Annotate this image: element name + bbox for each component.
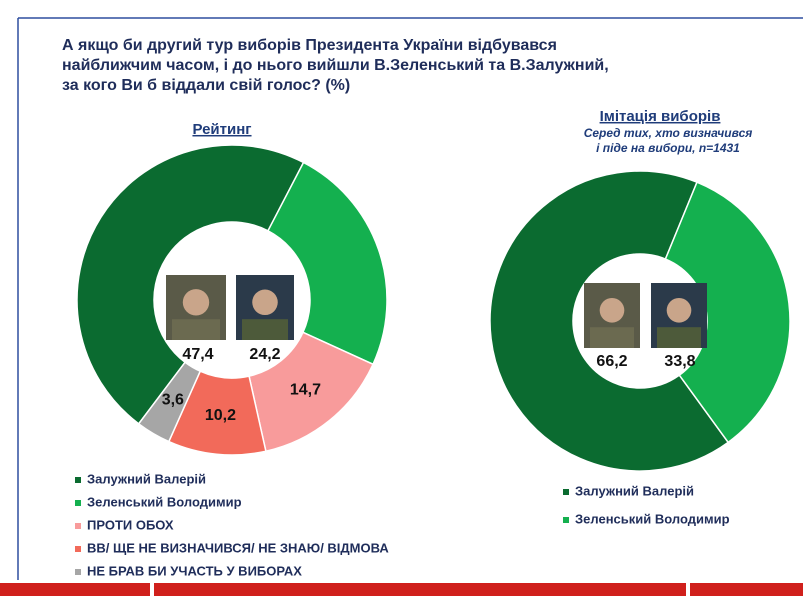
value-label: 47,4 bbox=[182, 346, 213, 363]
slide-title: найближчим часом, і до нього вийшли В.Зе… bbox=[62, 57, 609, 74]
legend-swatch bbox=[75, 500, 81, 506]
photo-uniform bbox=[172, 319, 220, 340]
slide-title: за кого Ви б віддали свій голос? (%) bbox=[62, 77, 350, 94]
photo-face bbox=[252, 289, 278, 316]
legend-swatch bbox=[75, 546, 81, 552]
chart-subtitle: Серед тих, хто визначився bbox=[584, 126, 753, 140]
photo-uniform bbox=[657, 327, 701, 348]
legend-label: НЕ БРАВ БИ УЧАСТЬ У ВИБОРАХ bbox=[87, 563, 302, 578]
legend-swatch bbox=[75, 477, 81, 483]
legend-label: ПРОТИ ОБОХ bbox=[87, 517, 174, 532]
chart-title: Імітація виборів bbox=[600, 108, 721, 125]
legend-label: Зеленський Володимир bbox=[575, 511, 730, 526]
legend-label: Зеленський Володимир bbox=[87, 494, 242, 509]
value-label: 66,2 bbox=[596, 353, 627, 370]
footer-gap bbox=[150, 583, 154, 596]
value-label: 3,6 bbox=[162, 392, 184, 409]
value-label: 10,2 bbox=[205, 407, 236, 424]
legend-label: Залужний Валерій bbox=[87, 471, 206, 486]
photo-face bbox=[182, 289, 210, 316]
footer-gap bbox=[686, 583, 690, 596]
chart-subtitle: і піде на вибори, n=1431 bbox=[596, 141, 740, 155]
value-label: 14,7 bbox=[290, 382, 321, 399]
chart-title: Рейтинг bbox=[192, 121, 251, 138]
legend-swatch bbox=[563, 489, 569, 495]
photo-uniform bbox=[590, 327, 634, 348]
footer-bar bbox=[0, 583, 803, 596]
slide-title: А якщо би другий тур виборів Президента … bbox=[62, 37, 557, 54]
legend-swatch bbox=[75, 569, 81, 575]
legend-swatch bbox=[563, 517, 569, 523]
photo-uniform bbox=[242, 319, 288, 340]
legend-label: Залужний Валерій bbox=[575, 483, 694, 498]
value-label: 24,2 bbox=[249, 346, 280, 363]
legend-swatch bbox=[75, 523, 81, 529]
value-label: 33,8 bbox=[664, 353, 695, 370]
photo-face bbox=[599, 297, 625, 323]
photo-face bbox=[666, 297, 692, 323]
legend-label: ВВ/ ЩЕ НЕ ВИЗНАЧИВСЯ/ НЕ ЗНАЮ/ ВІДМОВА bbox=[87, 540, 389, 555]
